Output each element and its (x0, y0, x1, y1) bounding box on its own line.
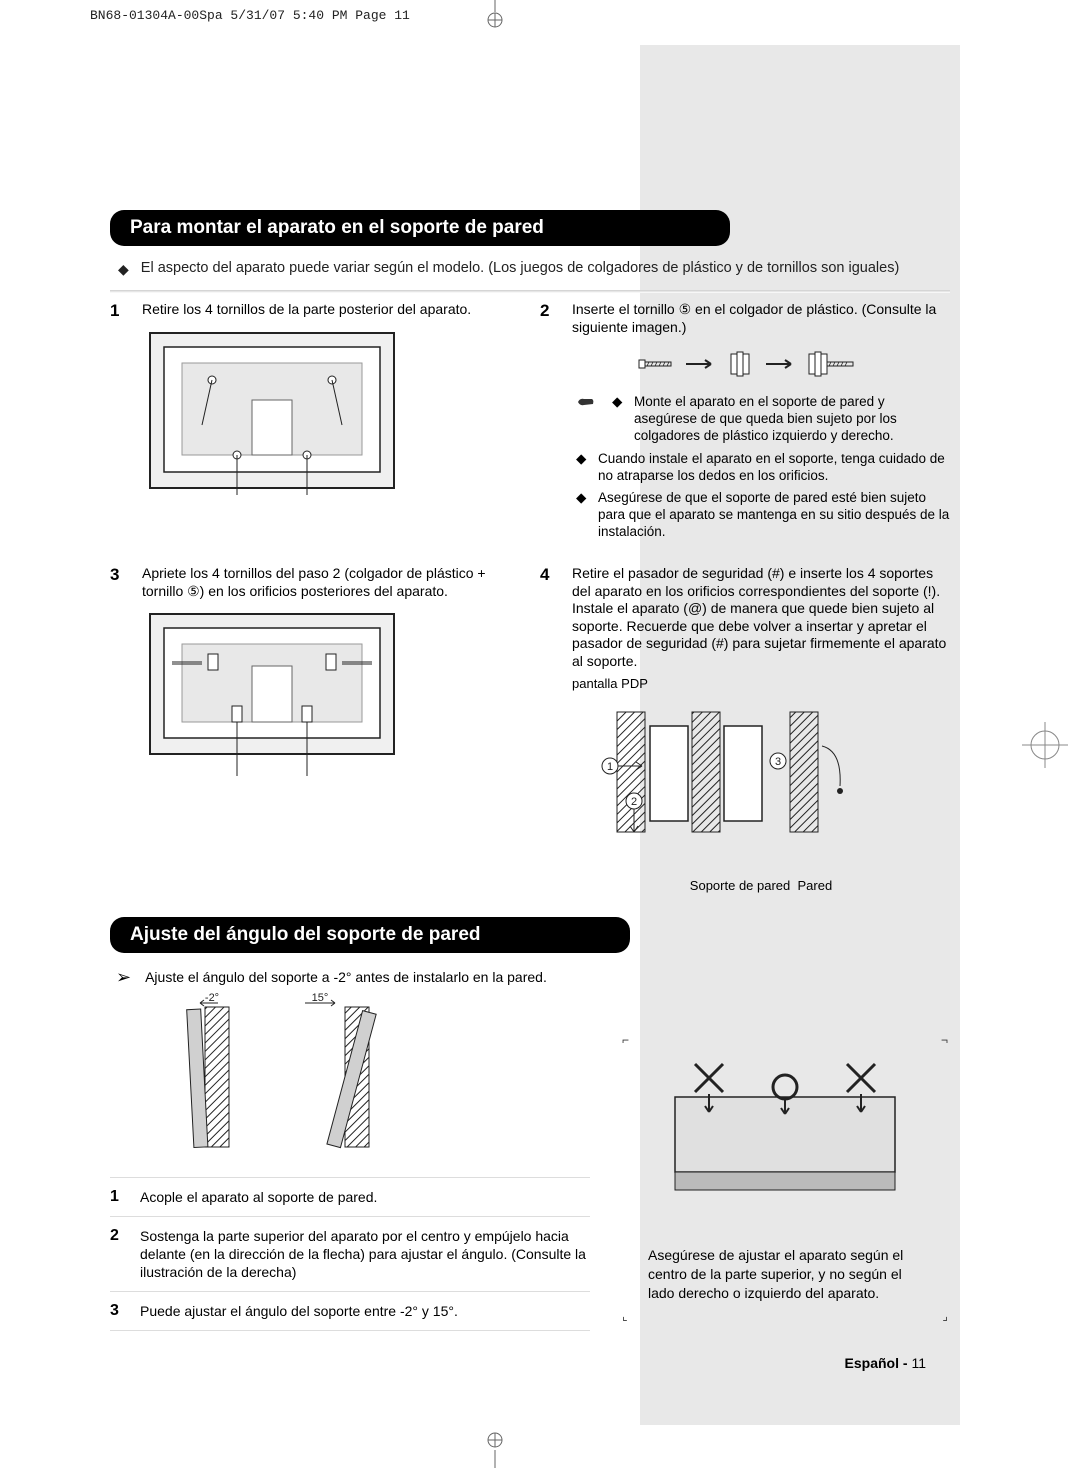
svg-text:3: 3 (775, 756, 781, 768)
small-step-1: 1 Acople el aparato al soporte de pared. (110, 1177, 590, 1216)
svg-text:1: 1 (607, 761, 613, 773)
step-3: 3 Apriete los 4 tornillos del paso 2 (co… (110, 565, 520, 895)
intro-text: El aspecto del aparato puede variar segú… (141, 260, 900, 276)
step-number: 3 (110, 565, 126, 585)
step-number: 3 (110, 1302, 126, 1320)
diamond-icon: ◆ (576, 451, 588, 485)
illustration-x-diagram (645, 1042, 925, 1232)
section2-title: Ajuste del ángulo del soporte de pared (110, 917, 630, 953)
screw-assembly-icon (572, 346, 950, 382)
right-note-text: Asegúrese de ajustar el aparato según el… (630, 1246, 940, 1303)
corner-bracket-icon: ⌟ (942, 1308, 948, 1324)
illustration-angle: -2° 15° (150, 987, 450, 1167)
step-1: 1 Retire los 4 tornillos de la parte pos… (110, 301, 520, 547)
step-number: 4 (540, 565, 556, 585)
step-text: Acople el aparato al soporte de pared. (140, 1188, 590, 1206)
bullet-text: Asegúrese de que el soporte de pared est… (598, 490, 950, 541)
step-number: 1 (110, 301, 126, 321)
diamond-icon: ◆ (118, 260, 129, 278)
step-text: Inserte el tornillo ⑤ en el colgador de … (572, 301, 950, 336)
svg-text:15°: 15° (312, 992, 329, 1004)
steps-grid: 1 Retire los 4 tornillos de la parte pos… (110, 301, 950, 895)
step-number: 2 (540, 301, 556, 321)
crop-mark-bottom (480, 1428, 510, 1473)
arrowhead-icon: ➢ (116, 969, 131, 985)
diamond-icon: ◆ (576, 490, 588, 541)
small-step-3: 3 Puede ajustar el ángulo del soporte en… (110, 1291, 590, 1331)
corner-bracket-icon: ⌞ (622, 1308, 628, 1324)
page-tag: Español - 11 (831, 1350, 940, 1376)
print-header: BN68-01304A-00Spa 5/31/07 5:40 PM Page 1… (90, 8, 410, 23)
section2-intro: ➢ Ajuste el ángulo del soporte a -2° ant… (116, 969, 950, 985)
corner-bracket-icon: ⌐ (622, 1032, 629, 1048)
step-number: 2 (110, 1227, 126, 1282)
illustration-tv-back-1 (142, 325, 402, 505)
step-4: 4 Retire el pasador de seguridad (#) e i… (540, 565, 950, 895)
illustration-tv-back-2 (142, 606, 402, 786)
step-text: Apriete los 4 tornillos del paso 2 (colg… (142, 565, 520, 600)
hand-icon (576, 394, 596, 445)
divider (110, 290, 950, 293)
page: BN68-01304A-00Spa 5/31/07 5:40 PM Page 1… (0, 0, 1080, 1473)
crop-mark-top (480, 0, 510, 30)
lang-label: Español - (845, 1355, 912, 1371)
section1-title: Para montar el aparato en el soporte de … (110, 210, 730, 246)
diamond-icon: ◆ (612, 394, 624, 445)
step-text: Retire los 4 tornillos de la parte poste… (142, 301, 520, 319)
small-step-2: 2 Sostenga la parte superior del aparato… (110, 1216, 590, 1292)
svg-text:-2°: -2° (205, 992, 219, 1004)
step-text: Puede ajustar el ángulo del soporte entr… (140, 1302, 590, 1320)
illustration-wall-bracket: 1 2 3 (572, 696, 882, 876)
page-number: 11 (911, 1355, 926, 1371)
label-pdp: pantalla PDP (572, 676, 950, 692)
step-number: 1 (110, 1188, 126, 1206)
bullet-text: Monte el aparato en el soporte de pared … (634, 394, 950, 445)
corner-bracket-icon: ¬ (941, 1032, 948, 1048)
step-text: Retire el pasador de seguridad (#) e ins… (572, 565, 950, 670)
section1-intro: ◆ El aspecto del aparato puede variar se… (118, 260, 950, 278)
step-2: 2 Inserte el tornillo ⑤ en el colgador d… (540, 301, 950, 547)
step-text: Sostenga la parte superior del aparato p… (140, 1227, 590, 1282)
bracket-caption: Soporte de pared Pared (572, 878, 950, 894)
bullet-text: Cuando instale el aparato en el soporte,… (598, 451, 950, 485)
svg-text:2: 2 (631, 796, 637, 808)
sub-bullets: ◆ Monte el aparato en el soporte de pare… (576, 394, 950, 541)
intro-text: Ajuste el ángulo del soporte a -2° antes… (145, 969, 547, 985)
registration-mark-icon (1020, 720, 1070, 775)
right-box: ⌐ ¬ (630, 1042, 940, 1303)
